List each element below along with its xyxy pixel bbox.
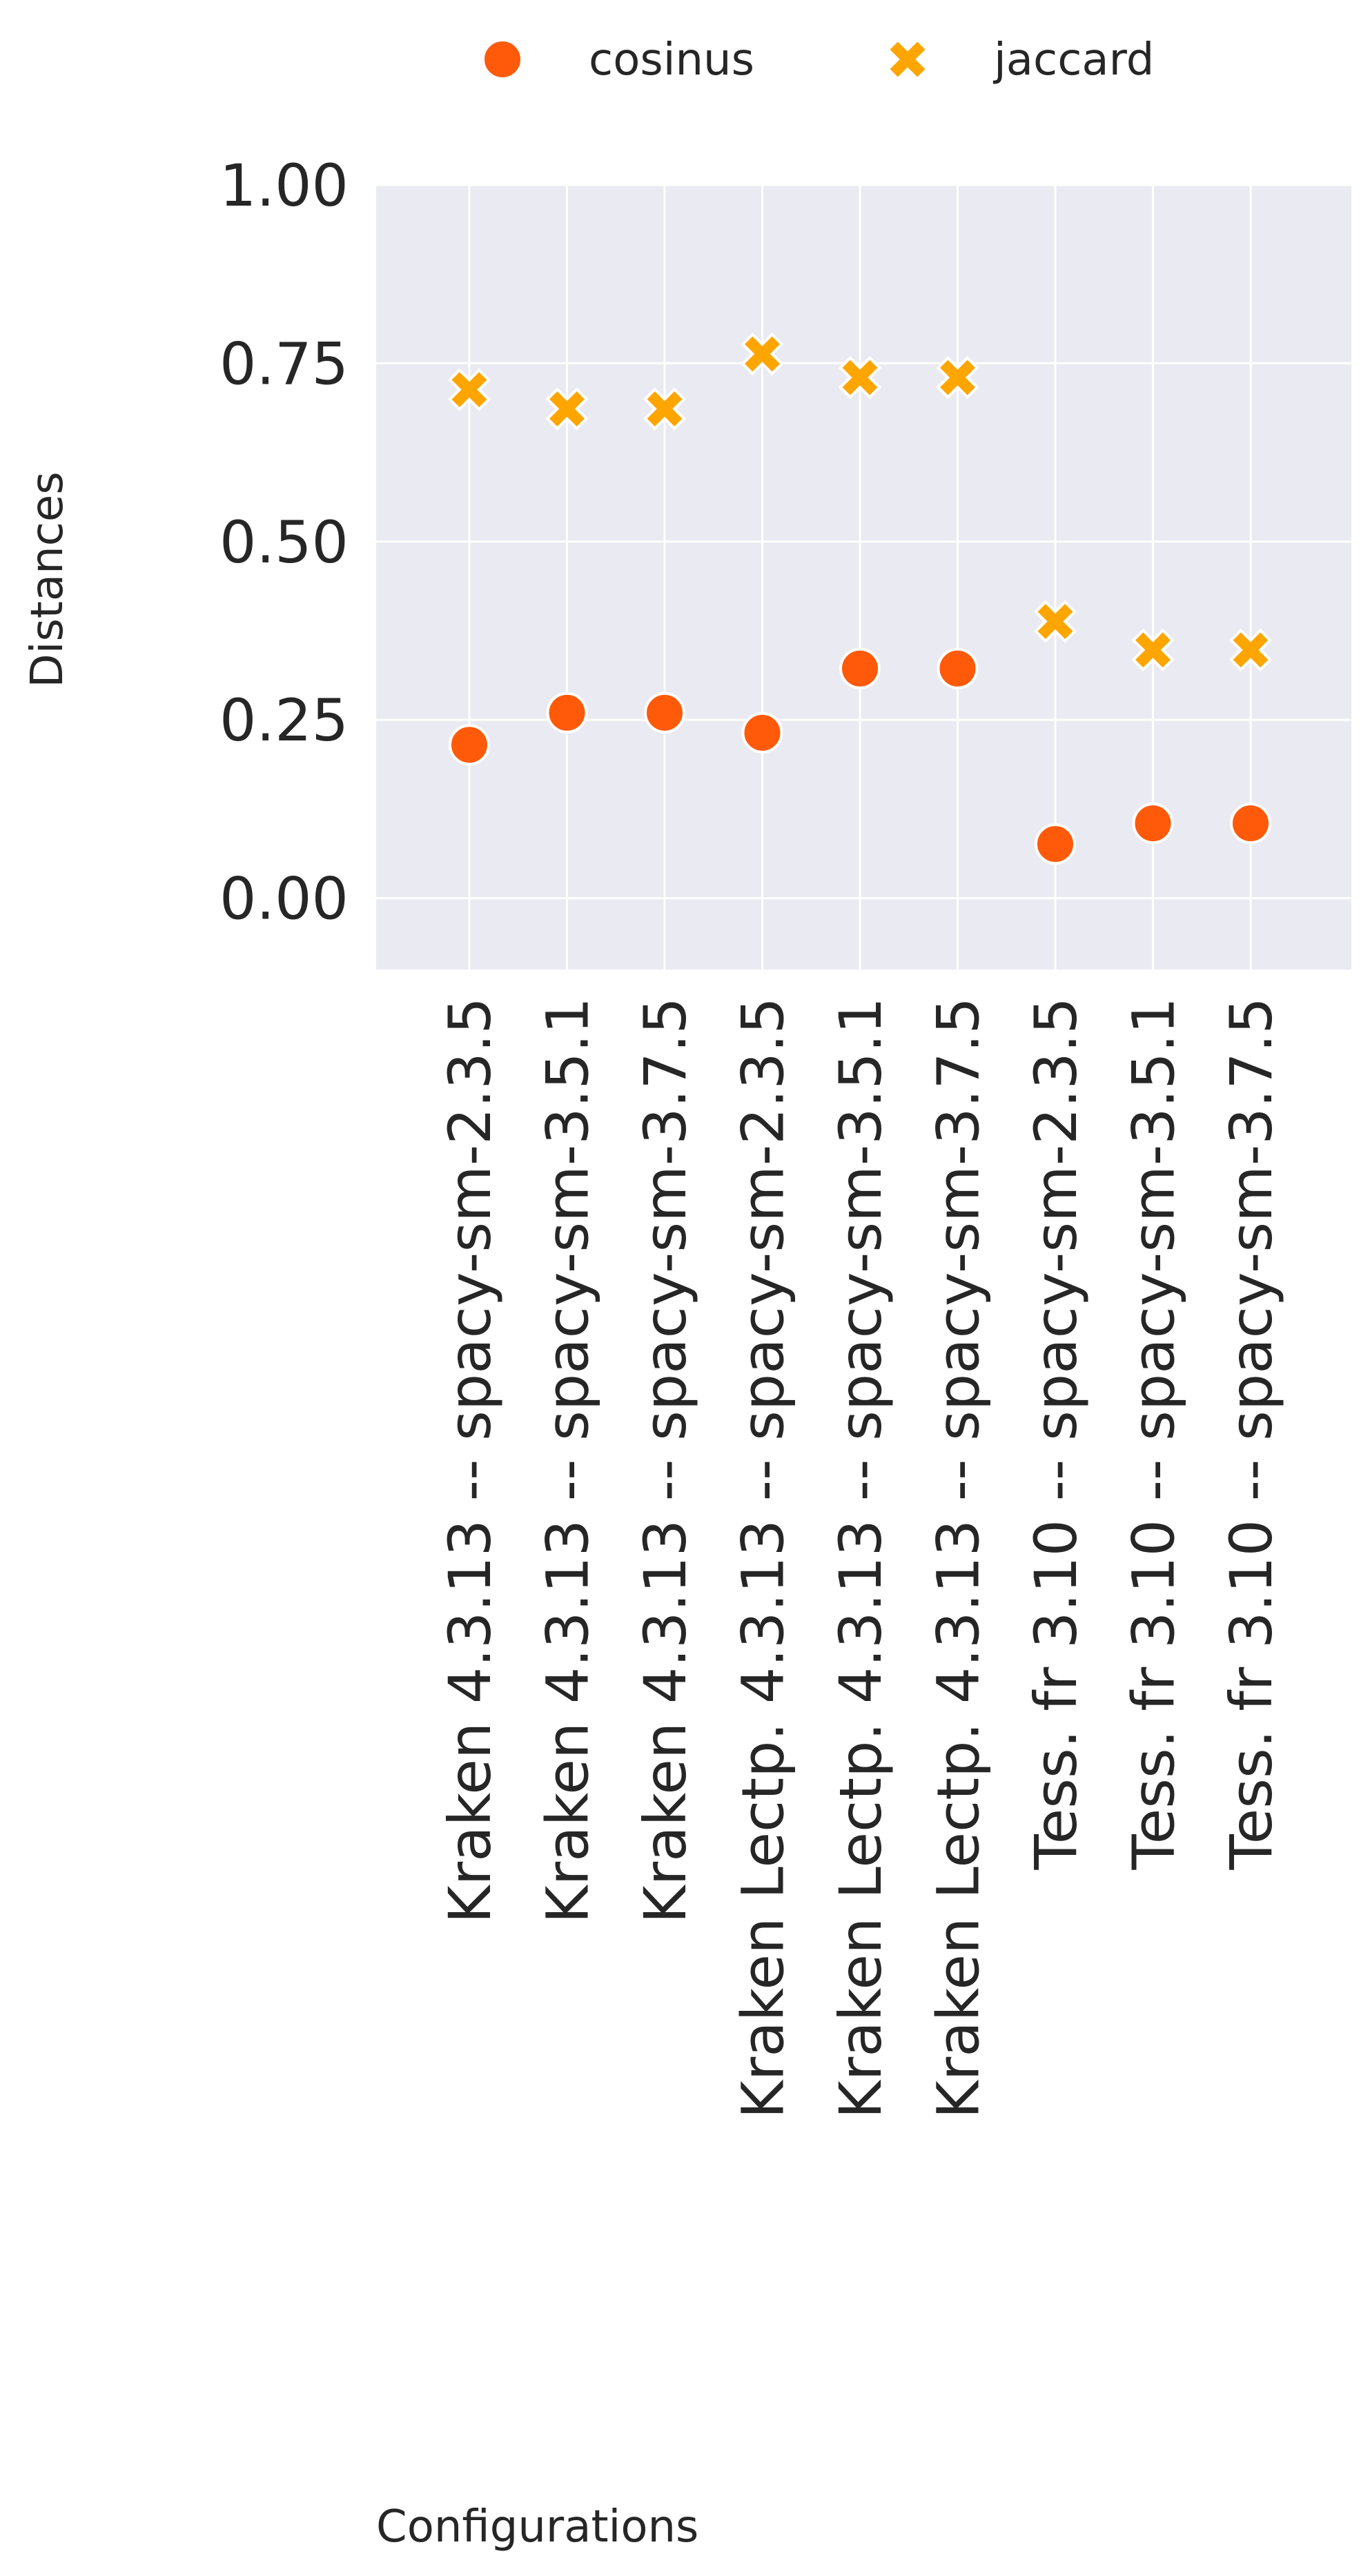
x-tick-label-1: Kraken 4.3.13 -- spacy-sm-3.5.1 <box>534 997 602 1923</box>
cosinus-point-2 <box>644 691 685 734</box>
legend-label-jaccard: jaccard <box>992 35 1154 86</box>
jaccard-point-3 <box>741 332 784 376</box>
jaccard-point-5 <box>936 355 979 400</box>
cosinus-point-0 <box>449 724 490 766</box>
x-tick-label-3: Kraken Lectp. 4.3.13 -- spacy-sm-2.3.5 <box>730 997 797 2118</box>
x-tick-label-7: Tess. fr 3.10 -- spacy-sm-3.5.1 <box>1120 997 1188 1870</box>
jaccard-point-7 <box>1131 628 1175 672</box>
jaccard-point-0 <box>447 368 491 411</box>
y-tick-label-4: 1.00 <box>219 152 349 219</box>
x-axis-ticks: Kraken 4.3.13 -- spacy-sm-2.3.5 Kraken 4.… <box>436 997 1285 2118</box>
x-tick-label-6: Tess. fr 3.10 -- spacy-sm-2.3.5 <box>1022 997 1090 1870</box>
legend-marker-cosinus <box>482 39 523 80</box>
y-axis-title: Distances <box>22 471 73 687</box>
data-points <box>447 332 1273 865</box>
y-tick-label-1: 0.25 <box>219 687 349 754</box>
x-tick-label-2: Kraken 4.3.13 -- spacy-sm-3.7.5 <box>632 997 699 1923</box>
cosinus-point-7 <box>1132 803 1174 845</box>
cosinus-point-5 <box>937 647 979 689</box>
y-tick-label-2: 0.50 <box>219 509 349 576</box>
jaccard-point-1 <box>545 387 589 431</box>
cosinus-point-6 <box>1035 823 1076 865</box>
legend: cosinus jaccard <box>482 35 1154 86</box>
cosinus-point-4 <box>839 647 881 689</box>
y-tick-label-3: 0.75 <box>219 330 349 397</box>
y-axis-ticks: 0.00 0.25 0.50 0.75 1.00 <box>219 152 349 933</box>
plot-area <box>376 185 1351 970</box>
x-axis-title: Configurations <box>376 2501 698 2553</box>
cosinus-point-1 <box>546 691 588 734</box>
legend-marker-jaccard <box>885 37 930 81</box>
cosinus-point-8 <box>1230 803 1271 845</box>
jaccard-point-2 <box>643 387 687 431</box>
jaccard-point-6 <box>1033 600 1077 643</box>
x-tick-label-8: Tess. fr 3.10 -- spacy-sm-3.7.5 <box>1217 997 1285 1870</box>
x-tick-label-5: Kraken Lectp. 4.3.13 -- spacy-sm-3.7.5 <box>925 997 992 2118</box>
jaccard-point-8 <box>1229 628 1273 672</box>
jaccard-point-4 <box>838 355 882 400</box>
legend-label-cosinus: cosinus <box>589 35 754 86</box>
cosinus-point-3 <box>741 711 783 754</box>
x-tick-label-4: Kraken Lectp. 4.3.13 -- spacy-sm-3.5.1 <box>827 997 894 2118</box>
y-tick-label-0: 0.00 <box>219 865 349 933</box>
x-tick-label-0: Kraken 4.3.13 -- spacy-sm-2.3.5 <box>436 997 504 1923</box>
